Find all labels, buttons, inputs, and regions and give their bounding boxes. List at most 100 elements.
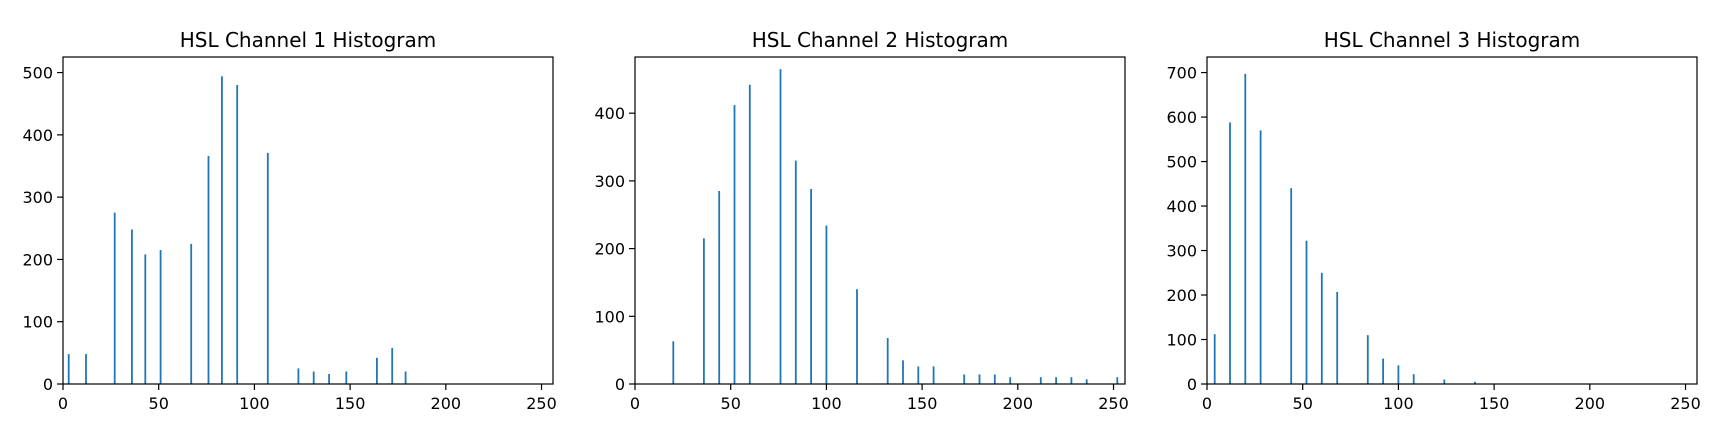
y-tick-label: 100	[594, 307, 625, 326]
histogram-bar	[404, 371, 407, 384]
histogram-bar	[67, 354, 70, 384]
x-tick-label: 0	[58, 394, 68, 413]
histogram-bar	[810, 189, 812, 384]
histogram-bar	[917, 366, 920, 384]
histogram-bars	[672, 69, 1119, 385]
axes-frame	[1206, 56, 1698, 385]
histogram-bar	[1397, 365, 1400, 384]
x-tick-label: 200	[431, 394, 462, 413]
y-tick-label: 200	[1166, 286, 1197, 305]
histogram-bar	[312, 371, 315, 384]
x-tick-label: 100	[811, 394, 842, 413]
histogram-bar	[345, 371, 348, 384]
y-tick-label: 500	[22, 64, 53, 83]
histogram-bar	[1229, 122, 1231, 385]
histogram-bar	[1320, 272, 1323, 384]
histogram-bar	[978, 374, 981, 384]
x-tick-label: 50	[721, 394, 741, 413]
histogram-bar	[1305, 240, 1308, 384]
x-tick-label: 200	[1575, 394, 1606, 413]
histogram-bar	[131, 229, 133, 384]
histogram-bar	[391, 347, 394, 384]
x-tick-label: 100	[239, 394, 270, 413]
histogram-bar	[1244, 73, 1247, 385]
x-tick-label: 250	[1098, 394, 1129, 413]
chart-title: HSL Channel 3 Histogram	[1324, 28, 1581, 52]
histogram-bar	[718, 191, 721, 384]
histogram-bar	[159, 250, 162, 384]
histogram-bar	[85, 354, 87, 384]
y-tick-label: 200	[22, 250, 53, 269]
histogram-bar	[963, 374, 966, 384]
y-tick-label: 400	[1166, 197, 1197, 216]
histogram-bar	[825, 225, 828, 384]
histogram-bar	[1290, 188, 1293, 384]
histogram-bar	[794, 160, 797, 384]
histogram-bar	[703, 238, 705, 384]
x-tick-label: 100	[1383, 394, 1414, 413]
histogram-bar	[672, 341, 675, 384]
y-tick-label: 400	[22, 126, 53, 145]
histogram-bar	[221, 76, 223, 385]
histogram-bar	[1116, 377, 1119, 384]
x-tick-label: 0	[1202, 394, 1212, 413]
histogram-bar	[1336, 291, 1339, 384]
x-tick-label: 150	[335, 394, 366, 413]
y-tick-label: 100	[22, 313, 53, 332]
histogram-bar	[932, 366, 935, 384]
histogram-bars	[67, 76, 407, 385]
x-tick-label: 250	[526, 394, 557, 413]
histogram-bar	[902, 360, 904, 384]
y-tick-label: 100	[1166, 331, 1197, 350]
histogram-bar	[1474, 381, 1476, 384]
histogram-bar	[1366, 335, 1369, 384]
x-tick-label: 0	[630, 394, 640, 413]
histogram-bar	[328, 374, 330, 384]
y-tick-label: 300	[594, 172, 625, 191]
histogram-bar	[1259, 130, 1262, 384]
chart-panel-1: 0 50 100 150 200 250 0 100 200 300 400 500 HSL Chann…	[22, 28, 556, 413]
y-tick-label: 700	[1166, 64, 1197, 83]
x-tick-label: 150	[1479, 394, 1510, 413]
x-tick-label: 150	[907, 394, 938, 413]
histogram-bar	[779, 69, 782, 384]
chart-panel-2: 0 50 100 150 200 250 0 100 200 300 400 HSL Channel …	[594, 28, 1128, 413]
histogram-bar	[1070, 377, 1073, 384]
histogram-bar	[113, 212, 116, 384]
x-tick-label: 250	[1670, 394, 1701, 413]
y-tick-label: 300	[22, 188, 53, 207]
histogram-bar	[733, 105, 736, 384]
chart-title: HSL Channel 2 Histogram	[752, 28, 1009, 52]
chart-title: HSL Channel 1 Histogram	[180, 28, 437, 52]
axes-frame	[634, 56, 1126, 385]
histogram-bar	[1412, 374, 1415, 384]
y-tick-label: 0	[615, 375, 625, 394]
histogram-bar	[376, 357, 378, 384]
histogram-bar	[144, 254, 147, 384]
histogram-bar	[266, 152, 269, 384]
histogram-bar	[856, 289, 858, 384]
histogram-bar	[1055, 377, 1057, 384]
histogram-bar	[1382, 358, 1384, 384]
y-tick-label: 0	[1187, 375, 1197, 394]
histogram-bars	[1213, 73, 1476, 385]
chart-panel-3: 0 50 100 150 200 250 0 100 200 300 400 500 600 700 HSL…	[1166, 28, 1700, 413]
y-tick-label: 200	[594, 240, 625, 259]
x-tick-label: 200	[1003, 394, 1034, 413]
histogram-bar	[748, 84, 751, 385]
histogram-bar	[207, 156, 210, 384]
histogram-bar	[1213, 334, 1216, 384]
histogram-bar	[1039, 377, 1042, 384]
y-tick-label: 600	[1166, 108, 1197, 127]
y-tick-label: 300	[1166, 242, 1197, 261]
histogram-bar	[1009, 377, 1012, 384]
histogram-bar	[1085, 379, 1088, 384]
y-tick-label: 0	[43, 375, 53, 394]
histogram-bar	[1443, 379, 1446, 384]
x-tick-label: 50	[1293, 394, 1313, 413]
histogram-bar	[886, 338, 889, 384]
histogram-bar	[236, 85, 239, 384]
x-tick-label: 50	[149, 394, 169, 413]
y-tick-label: 400	[594, 104, 625, 123]
